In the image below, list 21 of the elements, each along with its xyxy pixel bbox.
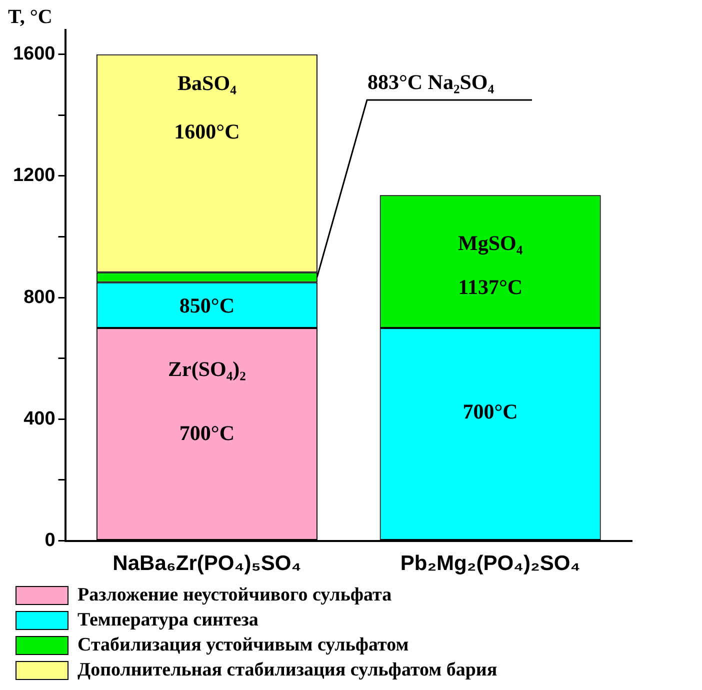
annotation: 700°C — [462, 400, 518, 424]
y-axis-title: T, °C — [8, 6, 52, 28]
y-tick-label: 1200 — [12, 165, 56, 186]
annotation: BaSO₄ — [178, 71, 238, 96]
annotation: 883°C Na₂SO₄ — [367, 70, 495, 94]
legend-label: Дополнительная стабилизация сульфатом бария — [78, 659, 498, 680]
annotation: 1600°C — [174, 120, 240, 144]
y-tick-label: 0 — [44, 530, 56, 552]
annotation: 1137°C — [458, 274, 523, 299]
y-tick-label: 400 — [24, 408, 56, 430]
annotation: 850°C — [179, 293, 234, 318]
legend-label: Разложение неустойчивого сульфата — [78, 584, 392, 606]
x-tick-label: Pb₂Mg₂(PO₄)₂SO₄ — [400, 552, 580, 576]
legend-label: Температура синтеза — [78, 609, 259, 630]
y-tick-label: 800 — [24, 286, 56, 308]
annotation: Zr(SO₄)₂ — [168, 357, 246, 382]
x-tick-label: NaBa₆Zr(PO₄)₅SO₄ — [112, 552, 302, 576]
annotation: MgSO₄ — [458, 230, 524, 255]
annotation: 700°C — [179, 420, 234, 445]
legend-label: Стабилизация устойчивым сульфатом — [78, 634, 409, 656]
y-tick-label: 1600 — [12, 44, 56, 65]
